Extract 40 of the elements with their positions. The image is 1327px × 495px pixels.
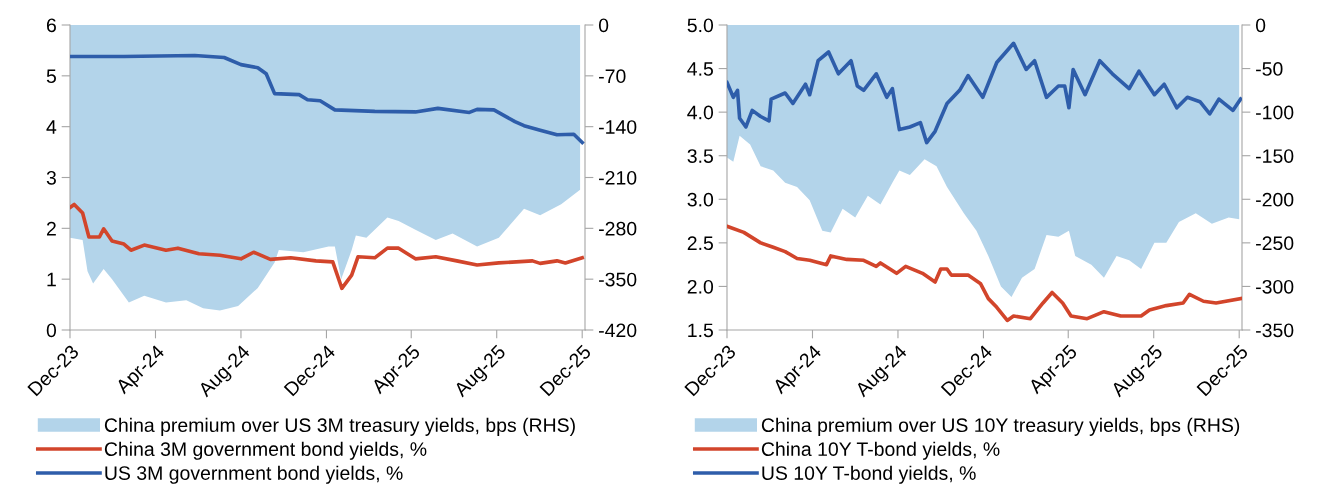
y2-tick-label: -140 (599, 120, 637, 134)
line-series (727, 41, 1242, 145)
y2-tick-label: -100 (1256, 105, 1294, 120)
y2-tick-label: -350 (1256, 323, 1294, 338)
y-tick-label: 0 (46, 323, 57, 338)
y2-tick-label: -420 (599, 323, 637, 338)
y2-tick-label: -350 (599, 272, 637, 287)
line-series (70, 202, 585, 291)
y2-tick-label: 0 (598, 18, 609, 33)
legend-label: US 3M government bond yields, % (105, 465, 403, 484)
y-tick-label: 2 (46, 221, 56, 236)
y2-tick-label: -50 (1256, 62, 1283, 76)
y-tick-label: 1 (47, 272, 56, 287)
y2-tick-label: -150 (1256, 149, 1294, 163)
y2-tick-label: -250 (1256, 236, 1294, 251)
y-tick-label: 4.5 (687, 62, 713, 76)
y2-tick-label: -70 (599, 69, 626, 84)
y-tick-label: 4.0 (687, 105, 714, 120)
line-series (70, 53, 585, 145)
legend-label: China 3M government bond yields, % (104, 441, 427, 460)
y-tick-label: 3.0 (687, 192, 714, 207)
y-tick-label: 6 (46, 18, 56, 33)
y-tick-label: 3 (46, 170, 56, 185)
y-tick-label: 4 (46, 120, 57, 134)
y2-tick-label: -200 (1256, 192, 1294, 207)
y-tick-label: 3.5 (687, 149, 713, 163)
legend-label: China premium over US 3M treasury yields, bps (RHS) (104, 417, 575, 436)
y-tick-label: 2.0 (687, 279, 714, 294)
y2-tick-label: 0 (1255, 18, 1266, 33)
line-series (727, 224, 1242, 323)
y-tick-label: 2.5 (687, 236, 713, 251)
legend-label: US 10Y T-bond yields, % (762, 465, 976, 484)
y2-tick-label: -280 (599, 221, 637, 236)
y-tick-label: 5.0 (687, 18, 714, 33)
y2-tick-label: -210 (599, 170, 637, 185)
y-tick-label: 5 (46, 69, 56, 84)
y-tick-label: 1.5 (688, 323, 713, 338)
legend-label: China premium over US 10Y treasury yields, bps (RHS) (761, 417, 1240, 436)
legend-label: China 10Y T-bond yields, % (761, 441, 1000, 460)
y2-tick-label: -300 (1256, 279, 1294, 294)
